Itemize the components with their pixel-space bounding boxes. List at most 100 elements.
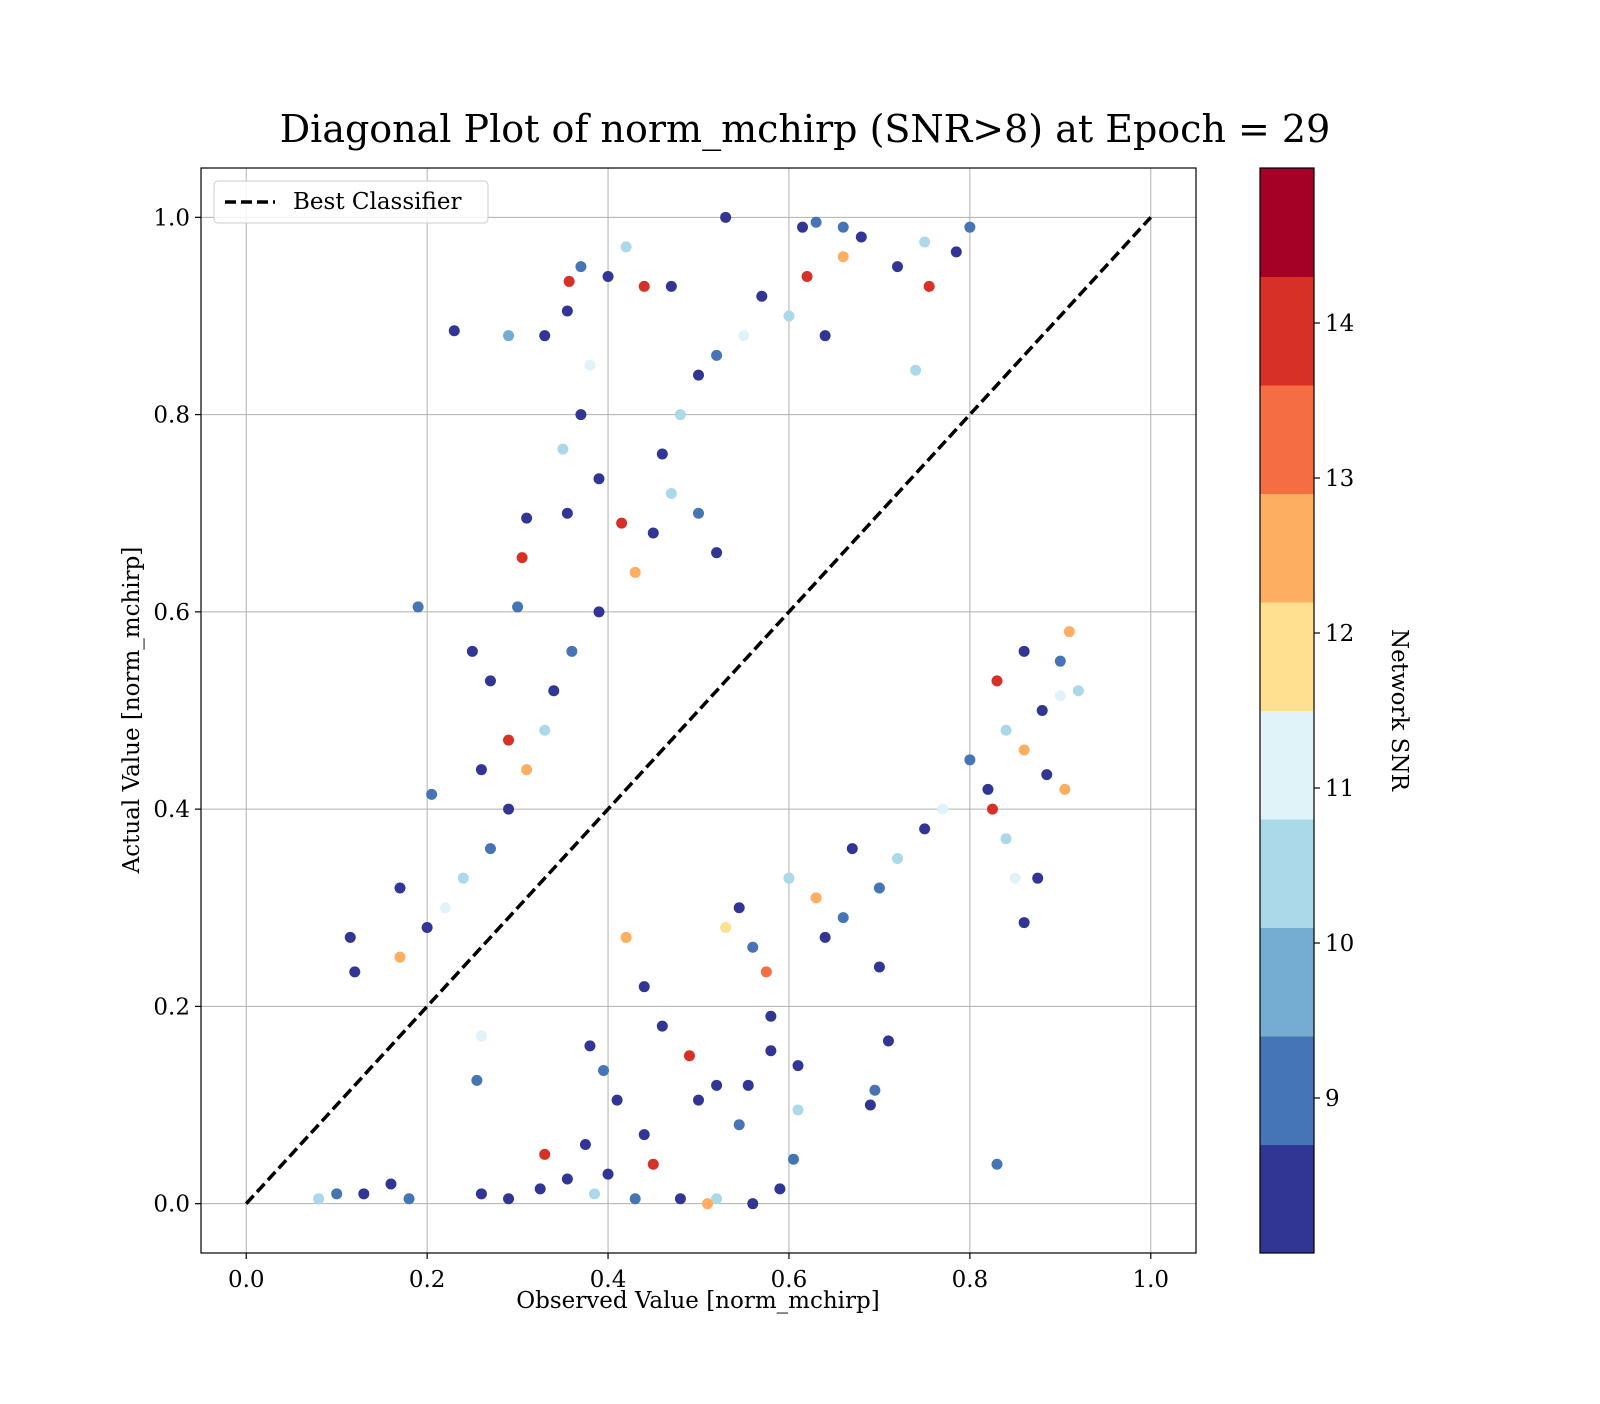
scatter-point-111 bbox=[1072, 685, 1084, 697]
y-axis-ticks: 0.0 0.2 0.4 0.6 0.8 1.0 bbox=[153, 205, 201, 1218]
plot-frame bbox=[200, 167, 1197, 1254]
scatter-point-123 bbox=[711, 349, 723, 361]
scatter-point-101 bbox=[873, 882, 885, 894]
scatter-point-26 bbox=[394, 882, 406, 894]
colorbar-band-5 bbox=[1260, 602, 1314, 711]
scatter-point-93 bbox=[331, 1188, 343, 1200]
scatter-point-67 bbox=[647, 1158, 659, 1170]
chart-title: Diagonal Plot of norm_mchirp (SNR>8) at … bbox=[280, 107, 1331, 152]
scatter-points bbox=[313, 211, 1084, 1210]
scatter-point-19 bbox=[512, 601, 524, 613]
scatter-point-89 bbox=[475, 1188, 487, 1200]
scatter-point-106 bbox=[982, 783, 994, 795]
scatter-point-105 bbox=[964, 754, 976, 766]
legend: Best Classifier bbox=[213, 180, 489, 224]
scatter-point-39 bbox=[964, 221, 976, 233]
scatter-point-1 bbox=[503, 330, 515, 342]
colorbar-band-8 bbox=[1260, 276, 1314, 386]
x-tick-label-2: 0.4 bbox=[590, 1267, 627, 1293]
scatter-point-108 bbox=[1018, 744, 1030, 756]
scatter-point-125 bbox=[756, 290, 768, 302]
colorbar-band-3 bbox=[1260, 819, 1314, 928]
scatter-point-56 bbox=[711, 1193, 723, 1205]
colorbar-band-9 bbox=[1260, 168, 1314, 277]
y-tick-label-2: 0.4 bbox=[153, 797, 190, 823]
scatter-point-38 bbox=[950, 246, 962, 258]
scatter-point-33 bbox=[855, 231, 867, 243]
scatter-point-35 bbox=[923, 280, 935, 292]
scatter-point-132 bbox=[539, 724, 551, 736]
scatter-point-24 bbox=[475, 764, 487, 776]
scatter-point-18 bbox=[561, 507, 573, 519]
scatter-point-65 bbox=[733, 1119, 745, 1131]
colorbar-band-1 bbox=[1260, 1036, 1314, 1145]
scatter-point-21 bbox=[466, 645, 478, 657]
scatter-point-27 bbox=[344, 931, 356, 943]
scatter-point-87 bbox=[629, 1193, 641, 1205]
colorbar-band-2 bbox=[1260, 927, 1314, 1037]
scatter-point-127 bbox=[801, 271, 813, 282]
scatter-point-80 bbox=[534, 1183, 546, 1195]
scatter-point-90 bbox=[403, 1193, 415, 1205]
scatter-point-20 bbox=[412, 601, 424, 613]
scatter-point-37 bbox=[910, 364, 922, 376]
legend-label-best-classifier: Best Classifier bbox=[293, 189, 461, 215]
y-tick-label-1: 0.2 bbox=[153, 994, 190, 1020]
scatter-point-58 bbox=[760, 966, 772, 978]
scatter-point-22 bbox=[484, 675, 496, 687]
colorbar-tick-label-4: 13 bbox=[1325, 466, 1354, 492]
scatter-point-81 bbox=[561, 1173, 573, 1185]
scatter-point-6 bbox=[602, 271, 614, 282]
scatter-point-86 bbox=[674, 1193, 686, 1205]
best-classifier-line-group bbox=[244, 216, 1153, 1205]
legend-box bbox=[213, 180, 489, 224]
scatter-point-76 bbox=[638, 981, 650, 993]
scatter-point-52 bbox=[864, 1099, 876, 1111]
scatter-point-136 bbox=[457, 872, 469, 884]
scatter-point-46 bbox=[1041, 769, 1053, 781]
scatter-point-29 bbox=[720, 211, 732, 223]
scatter-point-43 bbox=[1032, 872, 1044, 884]
scatter-point-129 bbox=[837, 251, 849, 263]
scatter-point-44 bbox=[1018, 917, 1030, 929]
scatter-point-121 bbox=[674, 409, 686, 421]
colorbar-label: Network SNR bbox=[1386, 629, 1412, 792]
scatter-point-135 bbox=[484, 843, 496, 855]
scatter-point-139 bbox=[394, 951, 406, 963]
colorbar-band-6 bbox=[1260, 493, 1314, 603]
scatter-point-2 bbox=[539, 330, 551, 342]
scatter-point-137 bbox=[439, 902, 451, 914]
colorbar-tick-label-0: 9 bbox=[1325, 1086, 1340, 1112]
scatter-point-49 bbox=[873, 961, 885, 973]
colorbar-tick-label-2: 11 bbox=[1325, 776, 1354, 802]
y-tick-label-4: 0.8 bbox=[153, 403, 190, 429]
scatter-point-83 bbox=[588, 1188, 600, 1200]
scatter-point-5 bbox=[561, 305, 573, 317]
x-axis-label: Observed Value [norm_mchirp] bbox=[516, 1288, 879, 1314]
scatter-point-4 bbox=[575, 261, 587, 273]
scatter-point-15 bbox=[593, 606, 605, 618]
scatter-point-62 bbox=[792, 1060, 804, 1072]
scatter-point-42 bbox=[1009, 872, 1021, 884]
scatter-point-74 bbox=[475, 1030, 487, 1042]
scatter-point-40 bbox=[986, 803, 998, 815]
scatter-point-63 bbox=[765, 1045, 777, 1057]
scatter-point-7 bbox=[620, 241, 632, 253]
scatter-point-50 bbox=[882, 1035, 894, 1047]
scatter-point-130 bbox=[566, 645, 578, 657]
scatter-point-122 bbox=[693, 369, 704, 381]
scatter-point-11 bbox=[575, 409, 587, 421]
scatter-point-73 bbox=[471, 1074, 483, 1086]
scatter-point-91 bbox=[385, 1178, 397, 1190]
scatter-point-116 bbox=[693, 507, 704, 519]
scatter-point-88 bbox=[503, 1193, 515, 1205]
colorbar-bands bbox=[1260, 168, 1314, 1254]
colorbar-tick-label-5: 14 bbox=[1325, 311, 1354, 337]
scatter-point-100 bbox=[846, 843, 858, 855]
scatter-point-10 bbox=[584, 359, 596, 371]
colorbar-ticks: 9 10 11 12 13 14 bbox=[1314, 311, 1354, 1112]
scatter-point-138 bbox=[421, 922, 433, 933]
scatter-point-32 bbox=[837, 221, 849, 233]
